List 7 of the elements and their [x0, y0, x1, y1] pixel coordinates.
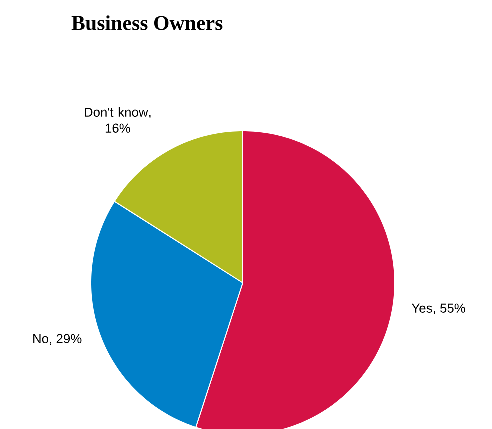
slice-label: Yes	[412, 304, 432, 313]
data-label: , 55%	[434, 304, 466, 314]
data-label: , 29%	[50, 334, 82, 345]
chart-title: Business Owners	[72, 16, 223, 30]
slice-label: Don't know	[85, 108, 148, 118]
text: , 16%	[106, 116, 151, 133]
slice-label: No	[34, 334, 48, 344]
